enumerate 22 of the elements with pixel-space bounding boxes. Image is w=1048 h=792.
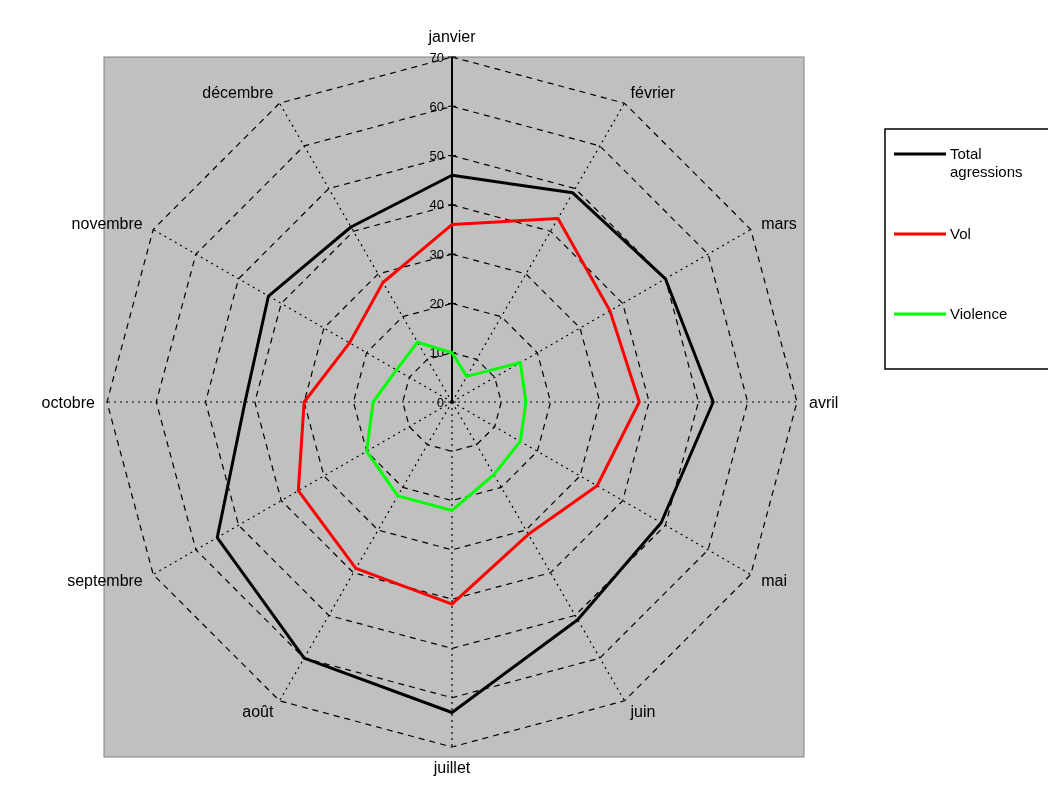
spoke-label: mai (761, 572, 788, 590)
spoke-label: septembre (67, 572, 143, 590)
spoke-label: juillet (432, 759, 471, 777)
spoke-label: novembre (71, 215, 143, 233)
legend-label: Vol (950, 225, 971, 243)
spoke-label: juin (629, 702, 656, 720)
y-tick-label: 30 (429, 246, 444, 262)
y-tick-label: 50 (429, 148, 444, 164)
spoke-label: octobre (41, 393, 96, 411)
spoke-label: mars (761, 215, 797, 233)
spoke-label: avril (809, 393, 839, 411)
y-tick-label: 20 (429, 295, 444, 311)
y-tick-label: 0 (436, 394, 444, 410)
legend-label: Total agressions (950, 145, 1023, 181)
y-tick-label: 40 (429, 197, 444, 213)
spoke-label: janvier (427, 27, 477, 45)
spoke-label: décembre (202, 84, 274, 102)
y-tick-label: 60 (429, 98, 444, 114)
spoke-label: février (630, 84, 676, 102)
spoke-label: août (242, 702, 275, 720)
legend-label: Violence (950, 305, 1008, 323)
y-tick-label: 70 (429, 49, 444, 65)
